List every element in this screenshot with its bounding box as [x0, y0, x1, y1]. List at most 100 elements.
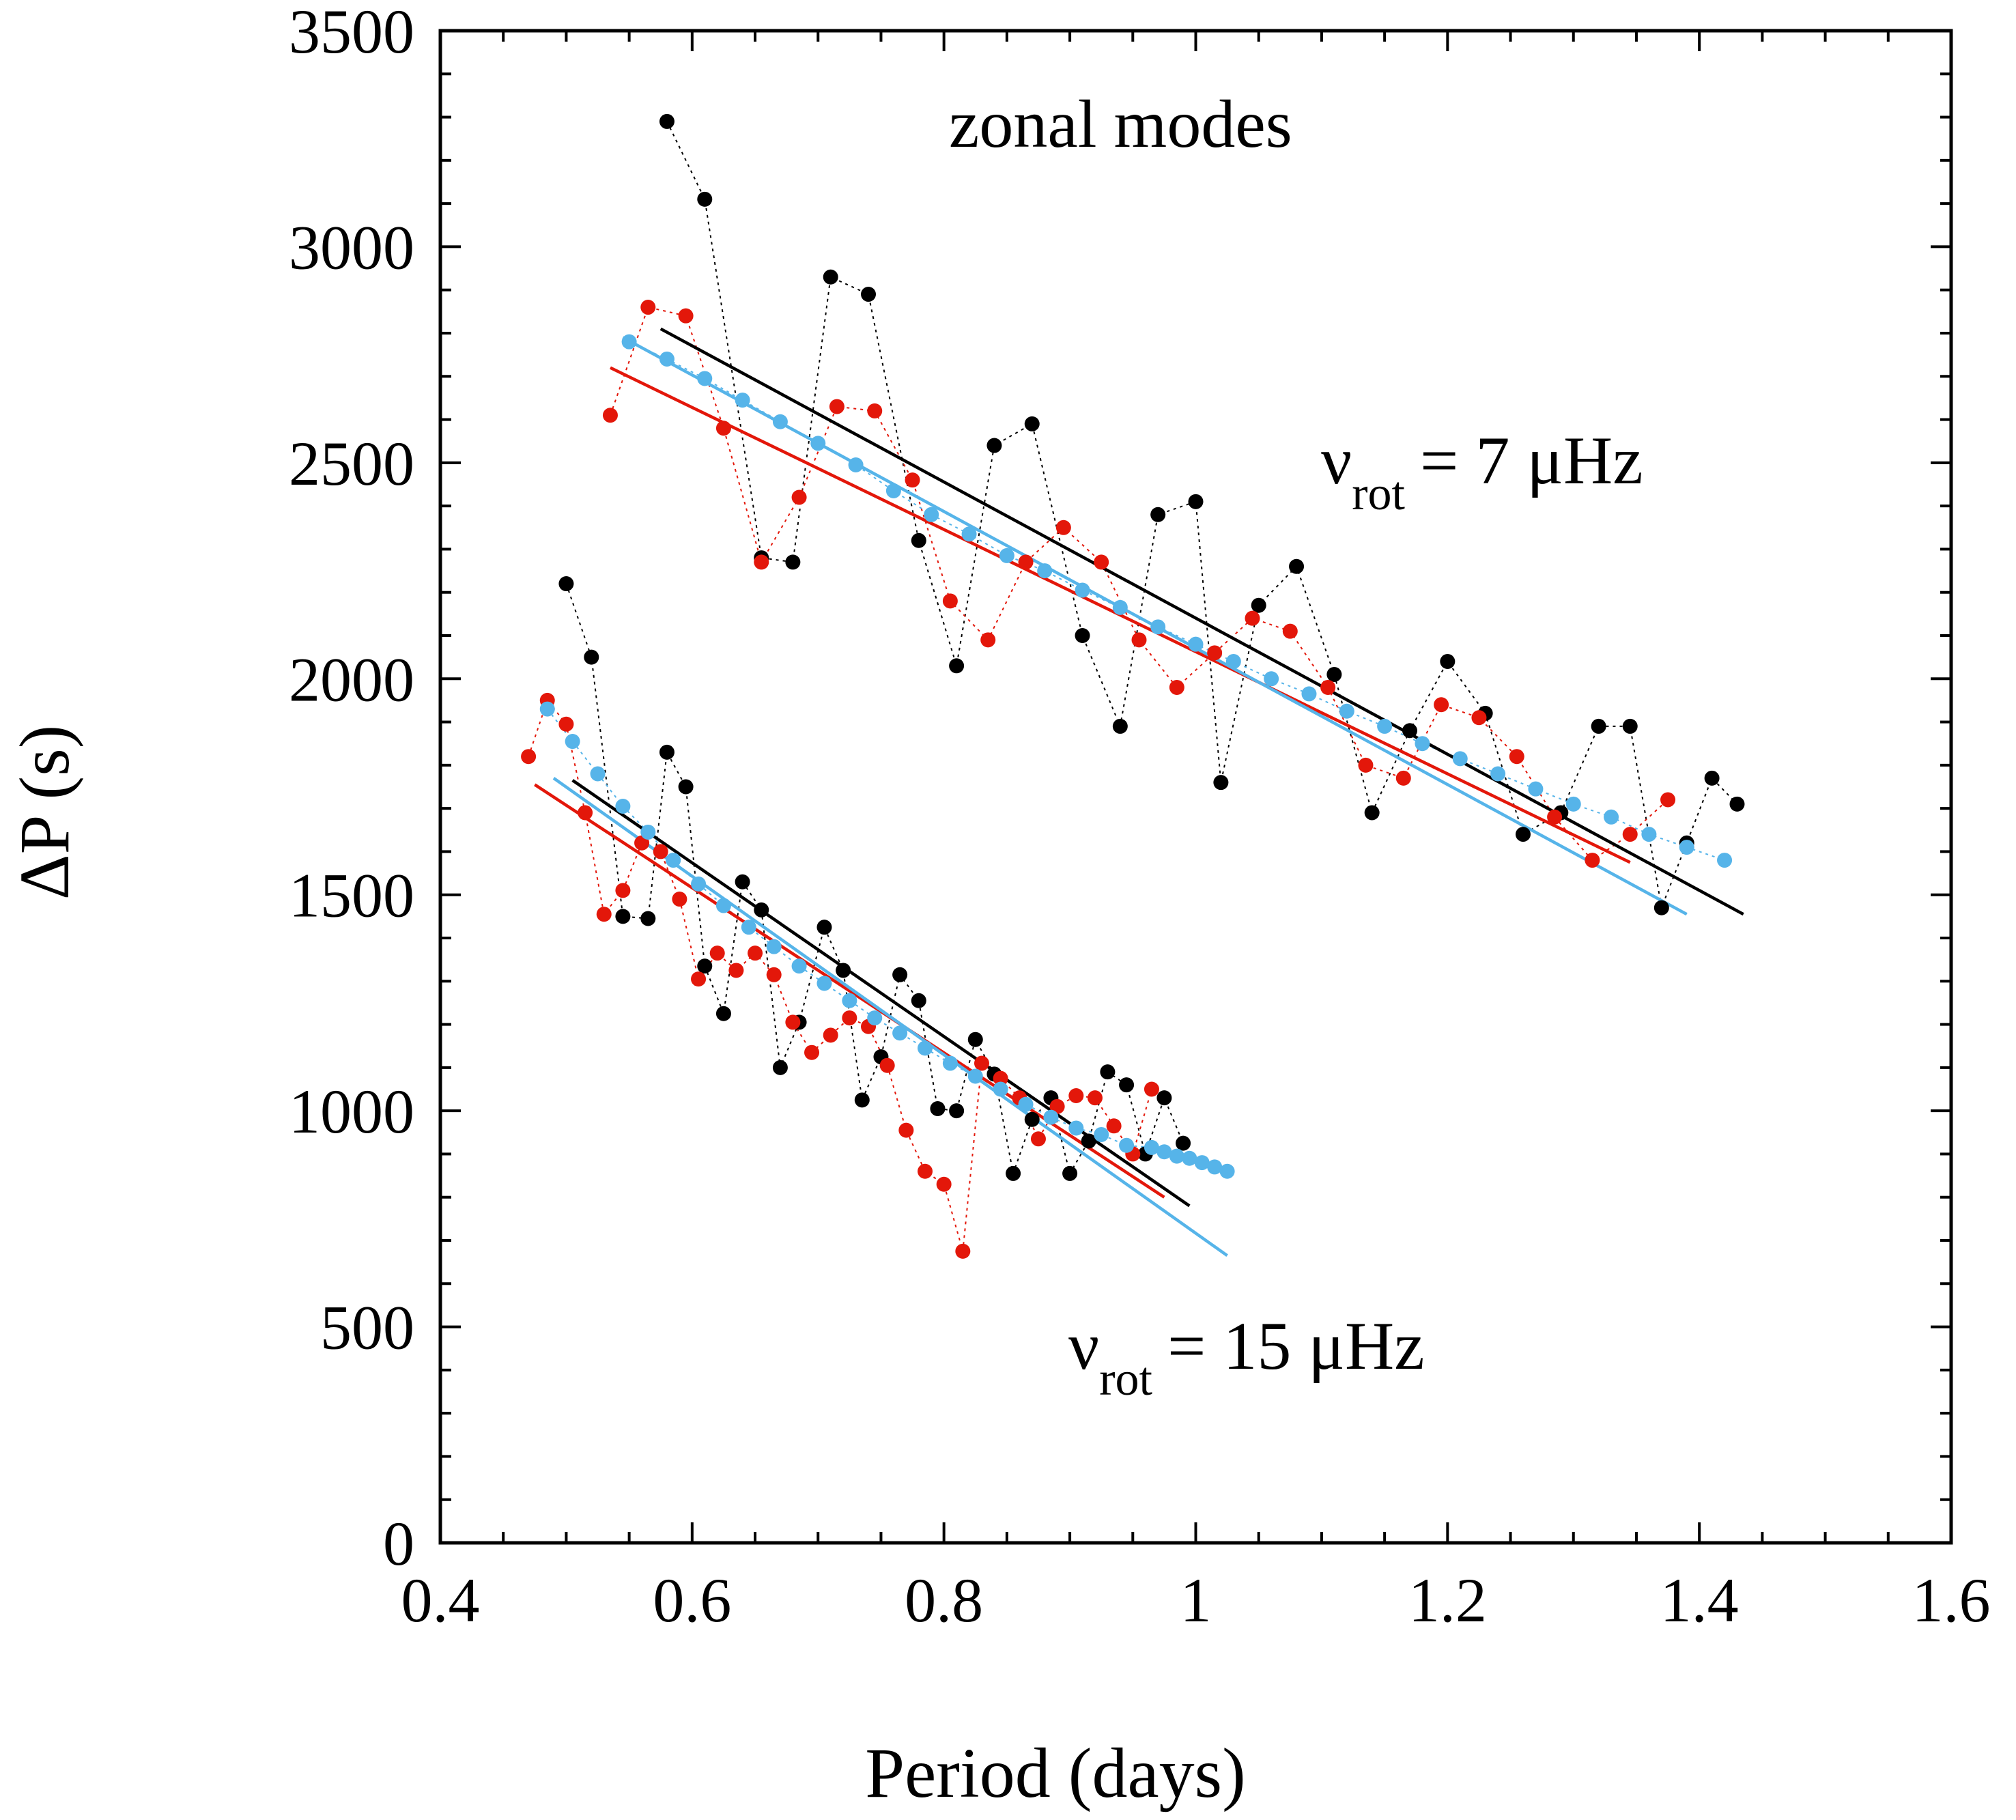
point-black	[659, 113, 675, 129]
point-blue	[842, 993, 857, 1008]
point-red	[766, 967, 782, 982]
point-red	[602, 408, 618, 423]
point-black	[1150, 507, 1166, 522]
point-red	[1660, 792, 1676, 808]
point-black	[1704, 770, 1720, 786]
point-blue	[892, 1025, 908, 1041]
point-blue	[791, 958, 807, 974]
point-blue	[772, 414, 788, 429]
point-blue	[1452, 751, 1468, 767]
point-blue	[817, 976, 832, 991]
point-blue	[1679, 840, 1694, 855]
point-blue	[766, 939, 782, 954]
x-axis-title: Period (days)	[865, 1734, 1245, 1812]
y-tick-label: 0	[383, 1509, 414, 1578]
x-tick-label: 0.4	[401, 1565, 480, 1635]
point-blue	[1264, 671, 1279, 687]
point-red	[1395, 770, 1411, 786]
point-red	[1131, 632, 1147, 648]
annotation-rot-7: νrot = 7 μHz	[1321, 423, 1643, 520]
point-blue	[1075, 582, 1090, 598]
point-red	[823, 1027, 838, 1043]
point-black	[1364, 805, 1380, 821]
point-black	[697, 191, 713, 207]
point-blue	[967, 1068, 983, 1084]
point-red	[804, 1044, 820, 1060]
point-blue	[1144, 1139, 1159, 1155]
point-blue	[691, 876, 707, 892]
point-blue	[810, 436, 826, 451]
point-blue	[1490, 766, 1506, 782]
point-red	[640, 300, 656, 315]
axis-ticks	[440, 31, 1951, 1543]
point-red	[1358, 757, 1374, 773]
point-blue	[918, 1040, 933, 1056]
x-tick-label: 1.2	[1408, 1565, 1487, 1635]
point-black	[735, 874, 750, 890]
point-blue	[924, 507, 939, 522]
point-black	[1176, 1135, 1191, 1151]
point-black	[1006, 1165, 1021, 1181]
point-black	[1251, 597, 1266, 613]
point-black	[1100, 1064, 1116, 1080]
point-red	[898, 1122, 914, 1138]
point-black	[1653, 900, 1669, 915]
point-blue	[697, 371, 713, 386]
rot-7-value: = 7 μHz	[1420, 423, 1643, 498]
point-black	[1075, 628, 1090, 643]
point-black	[823, 269, 838, 285]
point-red	[678, 308, 694, 324]
y-tick-label: 2000	[289, 644, 414, 714]
connector-black	[565, 583, 1184, 1176]
point-black	[1326, 666, 1342, 682]
point-black	[1213, 775, 1229, 791]
point-red	[653, 844, 668, 859]
point-black	[1591, 718, 1606, 734]
point-black	[1622, 718, 1638, 734]
x-tick-label: 1	[1180, 1565, 1212, 1635]
point-blue	[1339, 703, 1354, 719]
x-tick-label: 1.6	[1912, 1565, 1991, 1635]
point-blue	[1717, 853, 1733, 868]
point-blue	[1119, 1137, 1135, 1153]
nu-symbol: ν	[1321, 423, 1352, 498]
point-red	[1320, 679, 1336, 695]
point-black	[678, 779, 694, 795]
point-red	[1282, 623, 1298, 639]
fit-line-blue	[552, 777, 1228, 1257]
point-blue	[1377, 718, 1393, 734]
point-red	[578, 805, 593, 821]
point-red	[1471, 710, 1487, 726]
point-blue	[741, 920, 756, 935]
point-blue	[1225, 653, 1241, 669]
x-tick-label: 1.4	[1660, 1565, 1739, 1635]
point-red	[1094, 554, 1109, 570]
point-black	[817, 920, 832, 935]
point-red	[791, 489, 807, 505]
point-red	[1055, 520, 1071, 535]
data-points	[521, 113, 1745, 1259]
point-blue	[1150, 619, 1166, 635]
point-blue	[961, 526, 977, 542]
point-black	[930, 1100, 946, 1116]
point-black	[659, 744, 675, 760]
point-black	[1289, 558, 1305, 574]
connector-black	[666, 121, 1738, 911]
point-blue	[666, 853, 681, 868]
point-blue	[539, 701, 555, 717]
point-blue	[1415, 736, 1430, 752]
annotation-rot-15: νrot = 15 μHz	[1068, 1308, 1425, 1406]
point-red	[829, 399, 844, 414]
point-black	[911, 993, 926, 1008]
point-red	[1087, 1090, 1103, 1106]
point-red	[1434, 697, 1449, 713]
point-blue	[1188, 636, 1204, 652]
point-blue	[1604, 809, 1619, 825]
point-blue	[640, 824, 656, 840]
point-black	[640, 911, 656, 926]
point-blue	[1094, 1126, 1109, 1142]
point-black	[715, 1006, 731, 1021]
y-tick-label: 3000	[289, 212, 414, 282]
x-tick-labels: 0.4 0.6 0.8 1 1.2 1.4 1.6	[401, 1565, 1991, 1635]
point-red	[691, 971, 707, 987]
